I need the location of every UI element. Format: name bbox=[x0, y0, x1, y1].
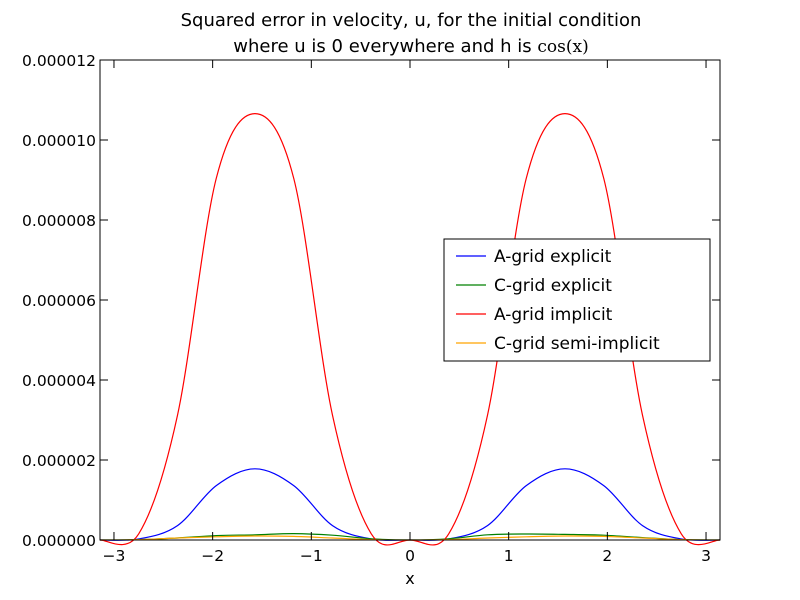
y-tick-label: 0.000000 bbox=[22, 532, 96, 550]
y-tick-label: 0.000008 bbox=[22, 212, 96, 230]
legend: A-grid explicit C-grid explicit A-grid imp… bbox=[443, 238, 711, 362]
axis-ticks bbox=[100, 59, 720, 541]
x-tick-label: 2 bbox=[602, 547, 612, 565]
x-tick-label: −1 bbox=[300, 547, 323, 565]
y-tick-label: 0.000010 bbox=[22, 132, 96, 150]
series-line-0 bbox=[99, 468, 721, 541]
plot-frame bbox=[99, 59, 721, 541]
x-tick-label: −3 bbox=[103, 547, 126, 565]
y-tick-label: 0.000012 bbox=[22, 52, 96, 70]
y-tick-label: 0.000004 bbox=[22, 372, 96, 390]
legend-label-3: C-grid semi-implicit bbox=[494, 334, 660, 354]
axis-tick-labels: −3 −2 −1 0 1 2 3 0.000000 0.000002 0.000004 0.0000… bbox=[22, 52, 711, 565]
chart-title-math: cos(x) bbox=[537, 37, 588, 57]
chart-title-line2: where u is 0 everywhere and h is cos(x) bbox=[233, 36, 588, 57]
legend-label-1: C-grid explicit bbox=[494, 276, 612, 296]
x-tick-label: 0 bbox=[405, 547, 415, 565]
x-tick-label: −2 bbox=[201, 547, 224, 565]
legend-label-2: A-grid implicit bbox=[494, 305, 613, 325]
y-tick-label: 0.000006 bbox=[22, 292, 96, 310]
y-tick-label: 0.000002 bbox=[22, 452, 96, 470]
legend-label-0: A-grid explicit bbox=[494, 247, 612, 267]
chart-title-line2-text: where u is 0 everywhere and h is bbox=[233, 36, 537, 57]
chart-title-line1: Squared error in velocity, u, for the in… bbox=[181, 10, 642, 31]
x-axis-label: x bbox=[405, 569, 414, 588]
legend-box bbox=[443, 238, 711, 362]
x-tick-label: 1 bbox=[504, 547, 514, 565]
x-tick-label: 3 bbox=[701, 547, 711, 565]
